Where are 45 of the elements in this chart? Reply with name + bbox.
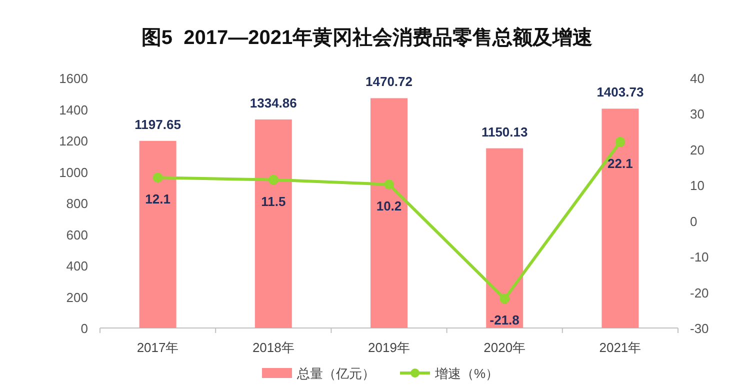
legend-label: 总量（亿元）: [296, 366, 375, 381]
bar: [602, 108, 639, 328]
point: [615, 136, 626, 147]
x-tick-label: 2021年: [599, 340, 642, 355]
data-label: 1150.13: [481, 124, 528, 140]
x-tick-label: 2020年: [484, 340, 526, 355]
y2-tick-label: 20: [690, 142, 704, 158]
y2-tick-label: 30: [690, 106, 704, 122]
data-label: 1334.86: [250, 95, 297, 110]
y-tick-label: 800: [66, 196, 88, 211]
y-tick-label: 1200: [59, 134, 88, 148]
point: [152, 172, 163, 183]
y-tick-label: 600: [66, 227, 88, 242]
y-tick-label: 400: [66, 258, 88, 274]
data-label: 10.2: [376, 198, 402, 214]
chart-title: 图5 2017—2021年黄冈社会消费品零售总额及增速: [141, 26, 593, 49]
y2-tick-label: -30: [690, 321, 709, 336]
data-label: 11.5: [261, 194, 286, 209]
y2-tick-label: 40: [690, 71, 704, 86]
bar: [254, 119, 292, 328]
y2-tick-label: 0: [690, 214, 698, 229]
y-tick-label: 1600: [59, 71, 88, 86]
point: [268, 174, 278, 185]
y2-tick-label: -20: [690, 285, 709, 300]
point: [384, 179, 394, 190]
bar: [486, 148, 524, 328]
x-tick-label: 2017年: [136, 340, 179, 355]
data-label: 1470.72: [366, 74, 412, 90]
y-tick-label: 1400: [59, 102, 88, 118]
y2-tick-label: 10: [690, 178, 704, 194]
x-tick-label: 2019年: [368, 340, 410, 355]
point: [500, 294, 510, 304]
y-tick-label: 1000: [59, 164, 88, 180]
data-label: 1197.65: [134, 116, 181, 132]
bar: [139, 140, 176, 328]
data-label: -21.8: [490, 312, 520, 328]
data-label: 1403.73: [596, 84, 644, 100]
bar: [370, 98, 408, 328]
x-tick-label: 2018年: [252, 340, 294, 355]
y2-tick-label: -10: [690, 250, 709, 265]
data-label: 22.1: [608, 156, 633, 171]
y-tick-label: 0: [80, 321, 88, 336]
legend-label: 增速（%）: [434, 366, 499, 381]
data-label: 12.1: [145, 192, 170, 207]
y-tick-label: 200: [66, 290, 88, 305]
